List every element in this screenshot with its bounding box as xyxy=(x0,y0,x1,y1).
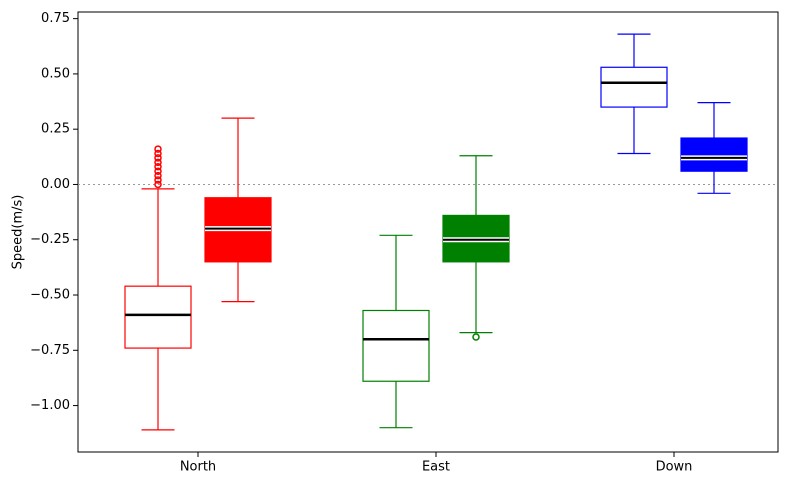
plot-frame xyxy=(77,11,779,453)
x-tick-label: Down xyxy=(656,460,693,475)
y-axis-label: Speed(m/s) xyxy=(11,195,26,270)
y-tick-label: 0.50 xyxy=(41,66,70,81)
y-tick-label: −0.75 xyxy=(30,343,70,358)
flier xyxy=(154,158,162,167)
y-tick-label: −1.00 xyxy=(30,398,70,413)
flier xyxy=(154,154,162,162)
flier xyxy=(154,180,162,189)
flier xyxy=(154,176,162,184)
box xyxy=(680,137,748,172)
y-tick-label: −0.50 xyxy=(30,288,70,303)
flier xyxy=(154,145,162,153)
y-tick-label: −0.25 xyxy=(30,232,70,247)
x-tick-label: East xyxy=(422,460,450,475)
x-tick-label: North xyxy=(180,460,216,475)
flier xyxy=(154,149,162,158)
flier xyxy=(154,163,162,171)
flier xyxy=(154,171,162,180)
box xyxy=(362,309,430,382)
flier xyxy=(472,333,480,341)
y-tick-label: 0.75 xyxy=(41,11,70,26)
box xyxy=(600,66,668,108)
flier xyxy=(154,167,162,175)
box xyxy=(124,285,192,349)
y-tick-label: 0.00 xyxy=(41,177,70,192)
y-tick-label: 0.25 xyxy=(41,122,70,137)
